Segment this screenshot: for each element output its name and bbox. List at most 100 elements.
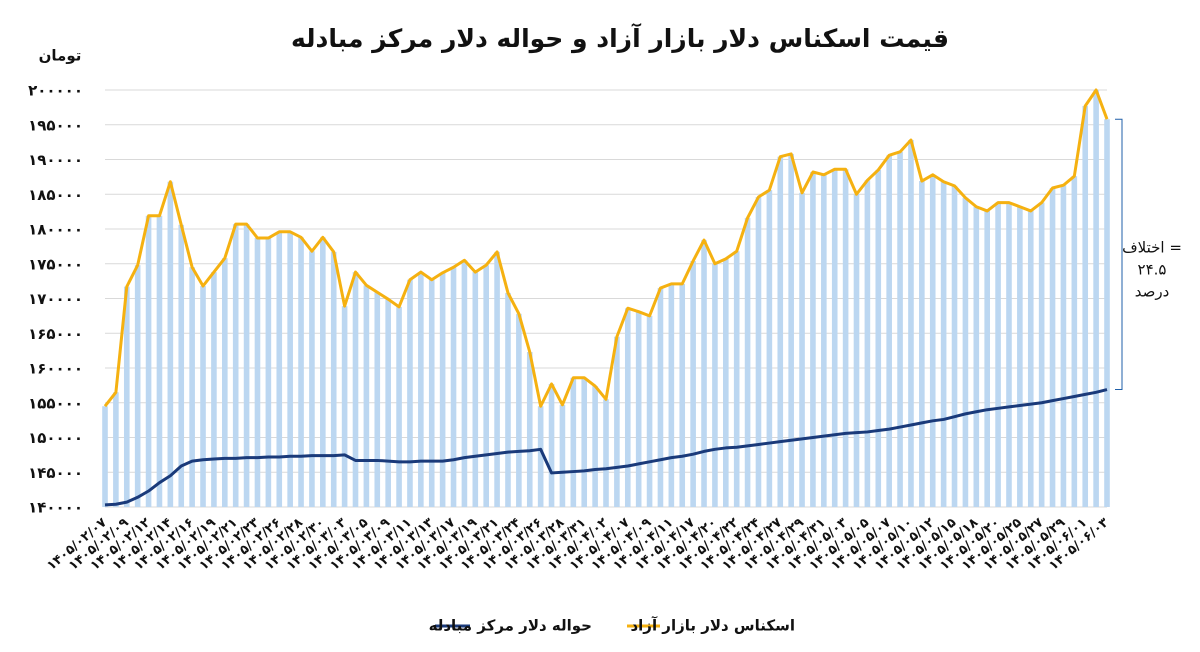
bar	[254, 238, 261, 507]
bar	[570, 377, 577, 507]
bar	[842, 169, 849, 508]
legend-label: اسکناس دلار بازار آزاد	[630, 617, 795, 635]
bar	[603, 399, 609, 507]
bar	[200, 285, 206, 507]
bar	[548, 383, 555, 507]
bar	[1027, 210, 1034, 507]
bar	[984, 210, 990, 507]
y-tick-label: ۱۹۰۰۰۰	[28, 151, 83, 169]
bar	[287, 231, 293, 507]
bar	[537, 406, 544, 507]
bar	[929, 174, 936, 508]
bar	[450, 267, 457, 507]
y-tick-label: ۲۰۰۰۰۰	[28, 82, 83, 100]
bar	[363, 285, 370, 507]
bar	[526, 352, 533, 507]
bar	[635, 311, 642, 507]
y-tick-label: ۱۹۵۰۰۰	[28, 116, 83, 134]
y-tick-label: ۱۴۵۰۰۰	[28, 464, 83, 482]
bar	[908, 140, 914, 508]
bar	[973, 206, 980, 507]
bar	[1049, 187, 1056, 507]
bar	[788, 153, 794, 507]
bar	[919, 181, 925, 508]
line-series	[104, 388, 1108, 507]
bar	[134, 265, 141, 507]
bar	[461, 260, 468, 507]
bar	[439, 272, 446, 507]
bar	[1082, 105, 1089, 508]
bar	[396, 306, 402, 507]
bar	[831, 169, 838, 508]
bar	[156, 215, 163, 508]
annotation: ۲۴.۵	[1138, 261, 1167, 279]
bar	[178, 224, 185, 507]
bar	[810, 172, 816, 507]
bar	[897, 151, 903, 508]
bar	[1006, 202, 1012, 507]
y-tick-label: ۱۵۰۰۰۰	[28, 429, 83, 447]
bar	[102, 406, 108, 507]
bar	[712, 263, 718, 507]
bar	[777, 156, 784, 507]
bar	[853, 194, 860, 507]
bar	[211, 272, 217, 507]
bar	[951, 185, 958, 507]
y-tick-label: ۱۸۰۰۰۰	[28, 221, 83, 239]
legend-label: حواله دلار مرکز مبادله	[429, 617, 592, 635]
bar	[614, 336, 620, 507]
bar	[690, 260, 696, 507]
bar	[1093, 90, 1099, 507]
bar	[1060, 185, 1067, 507]
bar	[1071, 176, 1078, 507]
bar	[494, 251, 500, 507]
bar	[516, 313, 522, 507]
bar	[330, 251, 337, 507]
bar	[505, 292, 511, 507]
bar	[864, 180, 871, 507]
bar	[821, 174, 827, 508]
bar	[320, 237, 326, 507]
bar	[418, 272, 424, 507]
bar	[581, 377, 588, 507]
y-tick-label: ۱۶۰۰۰۰	[28, 360, 83, 378]
chart-title: قیمت اسکناس دلار بازار آزاد و حواله دلار…	[291, 23, 949, 54]
bar	[624, 308, 631, 507]
bar	[766, 190, 773, 507]
bar	[232, 224, 239, 507]
bar	[755, 197, 762, 507]
y-tick-label: ۱۸۵۰۰۰	[28, 186, 83, 204]
y-axis-unit: تومان	[39, 47, 82, 65]
bar	[113, 392, 119, 507]
bar	[1104, 119, 1110, 507]
bar	[189, 267, 195, 507]
bar	[428, 279, 435, 507]
bar	[559, 404, 566, 507]
bar	[309, 251, 315, 507]
bar	[243, 224, 250, 507]
y-tick-label: ۱۷۰۰۰۰	[28, 290, 83, 308]
bar	[374, 292, 381, 507]
bar	[744, 217, 751, 507]
bar	[123, 286, 130, 507]
bar	[701, 240, 707, 507]
bar	[679, 283, 686, 507]
y-tick-label: ۱۴۰۰۰۰	[28, 499, 83, 517]
bar	[657, 288, 664, 507]
bar	[1038, 202, 1045, 507]
bar	[385, 299, 391, 507]
bar	[472, 272, 479, 507]
bracket	[1115, 118, 1123, 391]
bar	[407, 279, 413, 507]
bar	[1017, 206, 1023, 507]
bar	[592, 386, 598, 507]
bar	[940, 181, 947, 508]
bar	[962, 197, 969, 507]
y-tick-label: ۱۵۵۰۰۰	[28, 394, 83, 412]
bar	[723, 258, 729, 507]
bar	[298, 237, 304, 507]
bar	[167, 181, 174, 508]
bar	[733, 251, 740, 507]
bar	[276, 231, 283, 507]
y-tick-label: ۱۶۵۰۰۰	[28, 325, 83, 343]
